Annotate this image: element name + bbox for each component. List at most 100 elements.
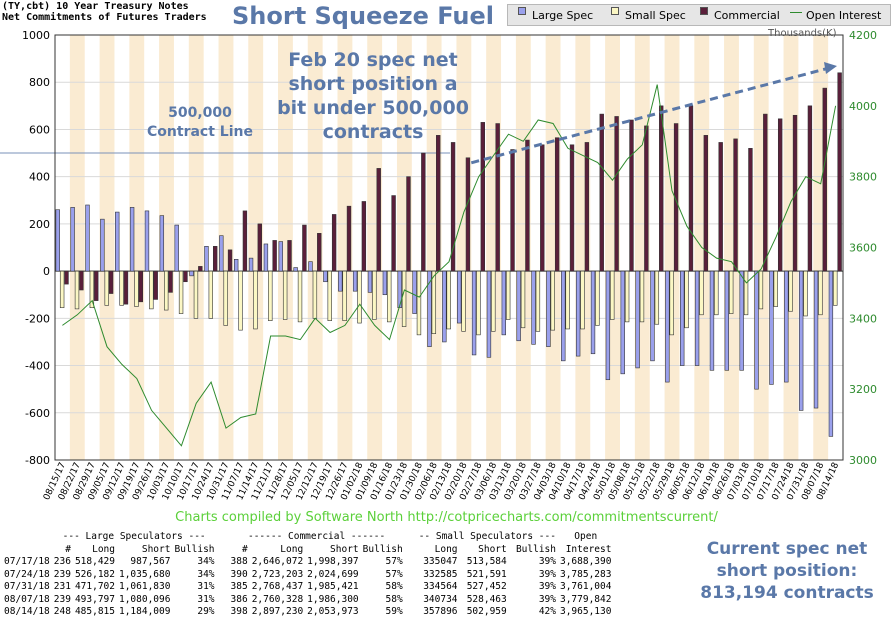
bar-commercial [480, 122, 485, 272]
table-body: 07/17/18 236 518,429 987,567 34% 388 2,646,072… [2, 556, 613, 619]
bar-commercial [94, 270, 99, 301]
col-header: Short [141, 543, 171, 555]
table-cell: 59% [385, 606, 403, 617]
bar-commercial [183, 270, 188, 283]
table-cell: 239 [53, 593, 71, 605]
bar-large-spec [516, 270, 521, 342]
row-date: 08/14/18 [4, 606, 50, 617]
y-axis-left-tick-label: 200 [29, 218, 50, 231]
bar-commercial [64, 270, 69, 285]
y-axis-right-tick-label: 4200 [849, 29, 877, 42]
group-commercial: ------ Commercial ------ [247, 531, 386, 542]
row-date: 07/17/18 [4, 556, 50, 567]
bar-large-spec [561, 270, 566, 362]
bar-large-spec [813, 270, 819, 409]
bar-large-spec [100, 218, 105, 272]
table-row: 07/24/18 239 526,182 1,035,680 34% 390 2,723,2… [2, 569, 613, 582]
bar-small-spec [699, 270, 704, 316]
bar-small-spec [505, 270, 511, 320]
table-cell: 493,797 [74, 593, 115, 605]
bar-commercial [227, 249, 233, 272]
table-cell: 3,785,283 [559, 568, 612, 580]
bar-small-spec [223, 270, 228, 326]
table-cell: 398 [230, 606, 248, 617]
oi-units-label: Thousands(K) [768, 28, 837, 39]
bar-small-spec [357, 270, 362, 324]
table-cell: 2,760,328 [251, 593, 304, 605]
column-stripe [99, 35, 115, 460]
bar-commercial [540, 144, 545, 272]
legend-swatch-small-spec [611, 7, 619, 15]
bar-commercial [168, 270, 173, 293]
table-spacer [217, 569, 229, 582]
column-stripe [188, 35, 204, 460]
bar-large-spec [85, 204, 90, 272]
group-large-spec: --- Large Speculators --- [62, 531, 206, 542]
bar-large-spec [129, 207, 135, 272]
bar-commercial [584, 142, 590, 272]
table-cell: 2,024,699 [307, 568, 359, 580]
table-spacer [217, 594, 229, 607]
bar-small-spec [446, 270, 451, 330]
bar-large-spec [70, 207, 75, 272]
annotation-feb20-line: short position a [288, 73, 458, 95]
bar-small-spec [610, 270, 615, 320]
bar-small-spec [297, 270, 303, 323]
annotation-feb20: Feb 20 spec net short position a bit und… [258, 48, 488, 144]
bar-large-spec [233, 259, 239, 272]
table-cell: 248 [53, 606, 71, 617]
bar-commercial [346, 205, 352, 272]
table-cell: 1,080,096 [118, 593, 171, 605]
bar-commercial [554, 137, 560, 272]
table-cell: 31% [197, 581, 215, 592]
table-cell: 239 [53, 568, 71, 580]
legend-swatch-open-interest [790, 12, 802, 13]
bar-large-spec [635, 270, 640, 369]
bar-large-spec [620, 270, 625, 375]
bar-large-spec [769, 270, 774, 385]
table-spacer [217, 606, 229, 619]
table-cell: 1,035,680 [118, 568, 171, 580]
bar-large-spec [427, 270, 432, 347]
table-cell: 58% [385, 581, 403, 592]
bar-small-spec [520, 270, 526, 329]
bar-small-spec [491, 270, 496, 332]
bar-commercial [406, 176, 411, 272]
bar-small-spec [164, 270, 169, 311]
bar-large-spec [174, 224, 179, 272]
bar-commercial [807, 105, 813, 272]
legend-swatch-large-spec [518, 7, 526, 15]
bar-large-spec [724, 270, 730, 371]
table-group-header: --- Large Speculators --- ------ Commerc… [2, 531, 613, 544]
bar-small-spec [788, 270, 793, 312]
table-cell: 521,591 [466, 568, 507, 580]
trend-arrow-line [470, 66, 830, 165]
table-cell: 471,702 [74, 581, 115, 592]
cot-chart: -800 -600 -400 -200 0 200 400 600 800 1000 3000 320… [0, 29, 877, 502]
bar-large-spec [115, 211, 120, 272]
bar-large-spec [471, 270, 477, 356]
bar-small-spec [431, 270, 437, 334]
table-cell: 2,053,973 [307, 606, 359, 617]
bar-small-spec [208, 270, 213, 319]
bar-commercial [436, 135, 441, 272]
legend-label-open-interest: Open Interest [806, 9, 882, 22]
legend-label-commercial: Commercial [714, 9, 780, 22]
bar-large-spec [531, 270, 536, 345]
bar-commercial [703, 135, 709, 272]
bar-large-spec [828, 270, 834, 437]
col-header: # [241, 543, 248, 555]
column-stripe [278, 35, 293, 460]
table-cell: 526,182 [74, 568, 115, 580]
bar-large-spec [382, 270, 388, 296]
table-cell: 385 [230, 581, 248, 592]
bar-commercial [242, 210, 248, 272]
bar-large-spec [352, 270, 358, 292]
column-stripe [69, 35, 85, 460]
table-spacer [2, 531, 52, 544]
bar-large-spec [144, 210, 150, 272]
bar-small-spec [134, 270, 139, 307]
table-cell: 236 [53, 556, 71, 567]
bar-large-spec [486, 270, 492, 358]
plot-area [55, 35, 843, 460]
